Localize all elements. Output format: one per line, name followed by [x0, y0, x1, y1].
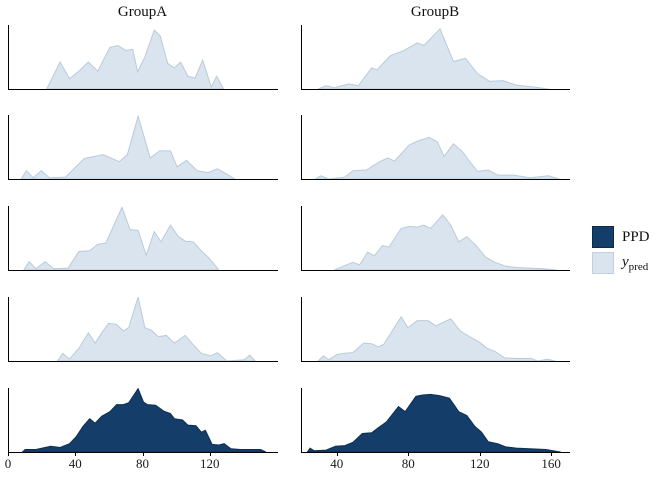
x-tick-label: 80 [401, 456, 415, 471]
density-panel-groupb-3 [301, 206, 570, 271]
x-tick-label: 80 [136, 456, 149, 471]
facet-title-groupa: GroupA [117, 4, 168, 20]
density-panel-groupb-1 [301, 25, 570, 90]
density-area-groupb-y_pred [318, 317, 555, 361]
x-tick-mark [8, 453, 9, 456]
density-curve-svg [9, 115, 278, 179]
legend-label-ypred: ypred [622, 253, 649, 273]
x-tick-mark [408, 453, 410, 456]
x-tick-label: 160 [541, 456, 561, 471]
density-panel-groupa-2 [8, 115, 278, 180]
density-panel-groupa-4 [8, 297, 278, 362]
density-curve-svg [302, 206, 570, 270]
legend-label-ppd: PPD [622, 228, 650, 245]
x-tick-label: 120 [200, 456, 220, 471]
density-area-groupa-y_pred [47, 30, 224, 89]
legend-item-ppd: PPD [592, 226, 650, 248]
legend-swatch-ypred [592, 252, 614, 274]
density-area-groupb-y_pred [318, 29, 548, 89]
legend-item-ypred: ypred [592, 252, 650, 274]
x-tick-label: 40 [330, 456, 344, 471]
density-area-groupb-y_pred [334, 215, 556, 270]
density-area-groupa-y_pred [21, 116, 235, 179]
density-panel-groupb-ppd [301, 388, 570, 453]
facet-title-groupb: GroupB [410, 4, 460, 20]
density-panel-groupb-2 [301, 115, 570, 180]
density-curve-svg [302, 297, 570, 361]
x-tick-mark [209, 453, 211, 456]
x-tick-mark [142, 453, 144, 456]
density-area-groupa-PPD [22, 389, 265, 452]
x-tick-label: 120 [469, 456, 490, 471]
density-panel-groupb-4 [301, 297, 570, 362]
density-curve-svg [9, 388, 278, 452]
density-curve-svg [302, 388, 570, 452]
density-curve-svg [9, 206, 278, 270]
density-area-groupb-y_pred [315, 137, 559, 179]
density-curve-svg [302, 25, 570, 89]
legend-swatch-ppd [592, 226, 614, 248]
density-area-groupb-PPD [307, 394, 560, 452]
density-curve-svg [9, 25, 278, 89]
legend: PPD ypred [592, 226, 650, 278]
x-tick-mark [479, 453, 481, 456]
density-area-groupa-y_pred [57, 297, 255, 361]
x-tick-label: 0 [4, 456, 12, 471]
density-panel-groupa-ppd [8, 388, 278, 453]
x-ticks-right: 40 80 120 160 [301, 453, 569, 475]
density-curve-svg [302, 115, 570, 179]
density-curve-svg [9, 297, 278, 361]
x-tick-label: 40 [68, 456, 82, 471]
x-tick-mark [551, 453, 553, 456]
x-tick-mark [75, 453, 77, 456]
density-panel-groupa-1 [8, 25, 278, 90]
density-panel-groupa-3 [8, 206, 278, 271]
density-area-groupa-y_pred [24, 207, 219, 270]
x-ticks-left: 0 40 80 120 [4, 453, 277, 475]
x-tick-mark [336, 453, 338, 456]
